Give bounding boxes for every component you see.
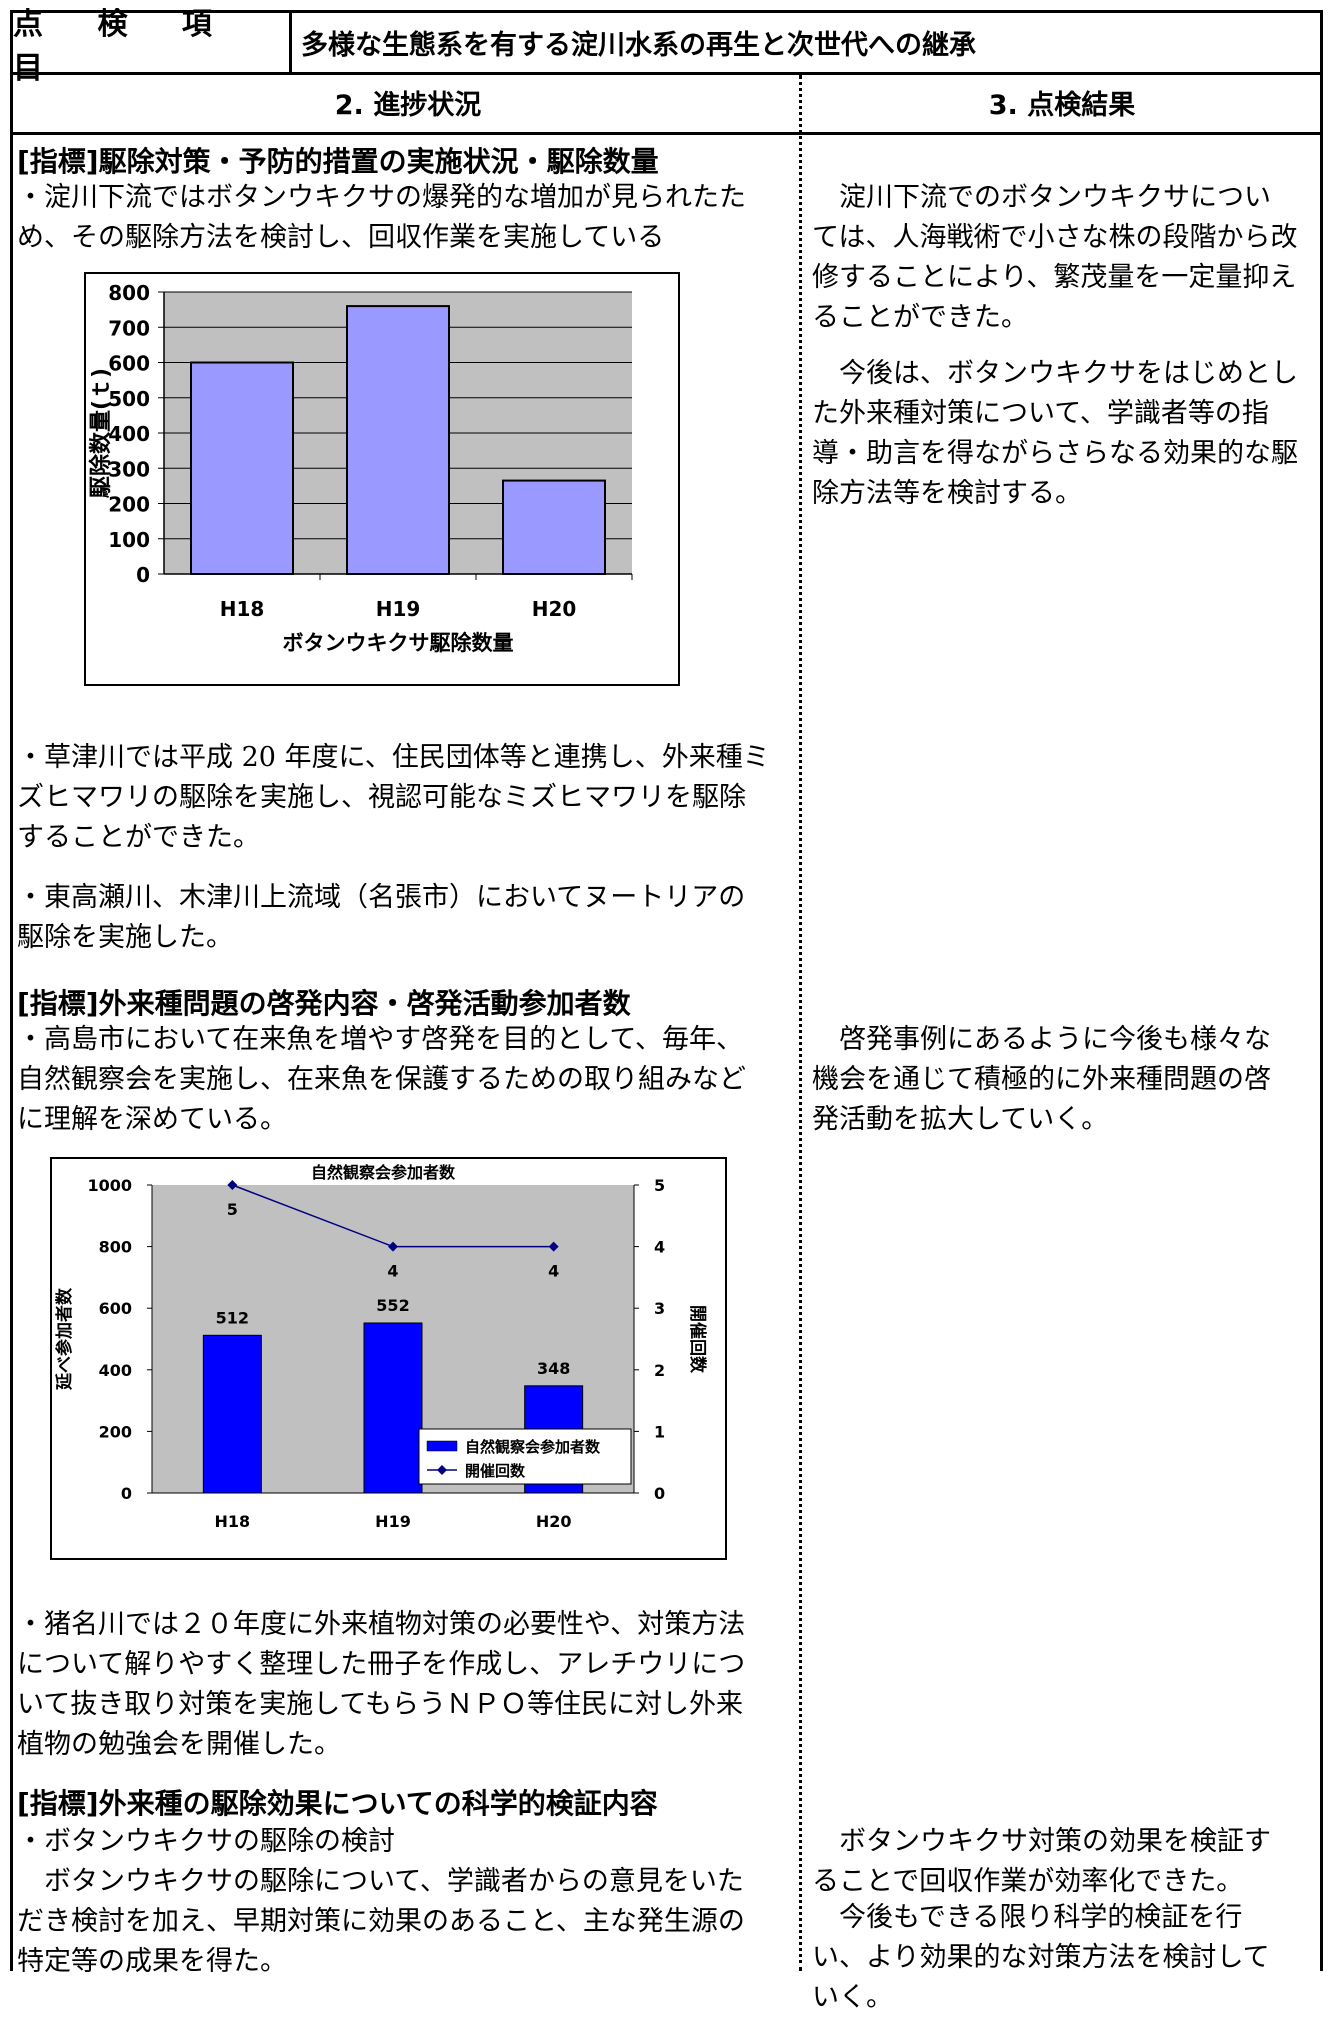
- y2-tick-label: 2: [654, 1361, 665, 1380]
- line-point: [548, 1241, 559, 1252]
- bar-data-label: 552: [376, 1296, 409, 1315]
- bar-data-label: 348: [537, 1359, 570, 1378]
- result-text: 淀川下流でのボタンウキクサについ ては、人海戦術で小さな株の段階から改 修するこ…: [812, 182, 1298, 333]
- chart-title: 自然観察会参加者数: [311, 1163, 456, 1182]
- line-point: [227, 1180, 238, 1190]
- y-tick-label: 300: [108, 457, 150, 481]
- progress-text: ・淀川下流ではボタンウキクサの爆発的な増加が見られたた め、その駆除方法を検討し…: [17, 182, 746, 253]
- y-tick-label: 500: [108, 387, 150, 411]
- progress-text: ・草津川では平成 20 年度に、住民団体等と連携し、外来種ミ ズヒマワリの駆除を…: [17, 742, 770, 853]
- x-tick-label: H19: [375, 1512, 411, 1531]
- bar-data-label: 512: [216, 1308, 249, 1327]
- column-header-row: 2. 進捗状況 3. 点検結果: [10, 73, 1323, 135]
- progress-text: ・ボタンウキクサの駆除の検討 ボタンウキクサの駆除について、学識者からの意見をい…: [17, 1826, 745, 1977]
- y-tick-label: 200: [108, 493, 150, 517]
- y-tick-label: 800: [99, 1238, 132, 1257]
- y-tick-label: 700: [108, 316, 150, 340]
- x-axis-label: ボタンウキクサ駆除数量: [283, 631, 514, 655]
- legend-label: 自然観察会参加者数: [465, 1438, 601, 1456]
- y-tick-label: 400: [108, 422, 150, 446]
- y-axis-label: 延べ参加者数: [54, 1287, 75, 1391]
- chart-observation-participants-svg: 自然観察会参加者数02004006008001000012345512H1855…: [54, 1163, 708, 1531]
- legend-label: 開催回数: [465, 1462, 526, 1480]
- bar: [363, 1322, 423, 1494]
- line-data-label: 4: [548, 1262, 559, 1281]
- y2-tick-label: 4: [654, 1238, 665, 1257]
- x-tick-label: H18: [215, 1512, 251, 1531]
- progress-column-header: 2. 進捗状況: [334, 90, 482, 121]
- section-heading: [指標]外来種問題の啓発内容・啓発活動参加者数: [17, 987, 631, 1020]
- result-text: 啓発事例にあるように今後も様々な 機会を通じて積極的に外来種問題の啓 発活動を拡…: [812, 1024, 1271, 1135]
- y-tick-label: 0: [136, 563, 150, 587]
- y2-axis-label: 開催回数: [687, 1305, 708, 1374]
- y-tick-label: 1000: [87, 1176, 132, 1195]
- result-text: 今後もできる限り科学的検証を行 い、より効果的な対策方法を検討して いく。: [812, 1902, 1270, 2013]
- legend-box: [418, 1428, 632, 1485]
- bar: [202, 1334, 262, 1494]
- y-tick-label: 600: [108, 352, 150, 376]
- item-label: 点 検 項 目: [13, 7, 292, 86]
- y-tick-label: 200: [99, 1422, 132, 1441]
- chart-removal-amount: 0 100 200 300 400 500 600 700 800 H18 H19 H20 ボタンウキク…: [84, 272, 680, 686]
- bar: [502, 479, 606, 575]
- progress-text: ・猪名川では２０年度に外来植物対策の必要性や、対策方法 について解りやすく整理し…: [17, 1609, 746, 1760]
- y2-tick-label: 5: [654, 1176, 665, 1195]
- y2-tick-label: 3: [654, 1299, 665, 1318]
- progress-text: ・高島市において在来魚を増やす啓発を目的として、毎年、 自然観察会を実施し、在来…: [17, 1024, 746, 1135]
- y2-tick-label: 1: [654, 1422, 665, 1441]
- x-tick-label: H20: [532, 597, 577, 621]
- line-data-label: 4: [387, 1262, 398, 1281]
- legend-swatch-marker: [437, 1465, 447, 1475]
- x-tick-label: H19: [376, 597, 421, 621]
- section-heading: [指標]外来種の駆除効果についての科学的検証内容: [17, 1787, 658, 1820]
- y-tick-label: 600: [99, 1299, 132, 1318]
- line-data-label: 5: [227, 1200, 238, 1219]
- result-text: 今後は、ボタンウキクサをはじめとし た外来種対策について、学識者等の指 導・助言…: [812, 358, 1298, 509]
- y-tick-label: 400: [99, 1361, 132, 1380]
- y-tick-label: 100: [108, 528, 150, 552]
- y-axis-label: 駆除数量(ｔ): [88, 368, 114, 498]
- legend-swatch-bar: [426, 1440, 458, 1452]
- item-title: 多様な生態系を有する淀川水系の再生と次世代への継承: [301, 30, 976, 61]
- result-column-header: 3. 点検結果: [988, 90, 1136, 121]
- result-text: ボタンウキクサ対策の効果を検証す ることで回収作業が効率化できた。: [812, 1826, 1271, 1897]
- progress-text: ・東高瀬川、木津川上流域（名張市）においてヌートリアの 駆除を実施した。: [17, 882, 746, 953]
- line-point: [388, 1241, 398, 1252]
- section-heading: [指標]駆除対策・予防的措置の実施状況・駆除数量: [17, 145, 659, 178]
- chart-observation-participants: 自然観察会参加者数 0 200 400 600 800 1000 0 1 2 3 4 5 512 H18 55…: [50, 1157, 727, 1560]
- y2-tick-label: 0: [654, 1484, 665, 1503]
- bar: [190, 361, 294, 575]
- x-tick-label: H20: [536, 1512, 572, 1531]
- y-tick-label: 0: [121, 1484, 132, 1503]
- x-tick-label: H18: [220, 597, 265, 621]
- y-tick-label: 800: [108, 281, 150, 305]
- bar: [346, 305, 450, 575]
- column-divider: [799, 75, 802, 1971]
- item-header-row: 点 検 項 目 多様な生態系を有する淀川水系の再生と次世代への継承: [10, 7, 1323, 86]
- chart-removal-amount-svg: 0 100 200 300 400 500 600 700 800 H18 H19 H20 ボタンウキク…: [88, 281, 633, 655]
